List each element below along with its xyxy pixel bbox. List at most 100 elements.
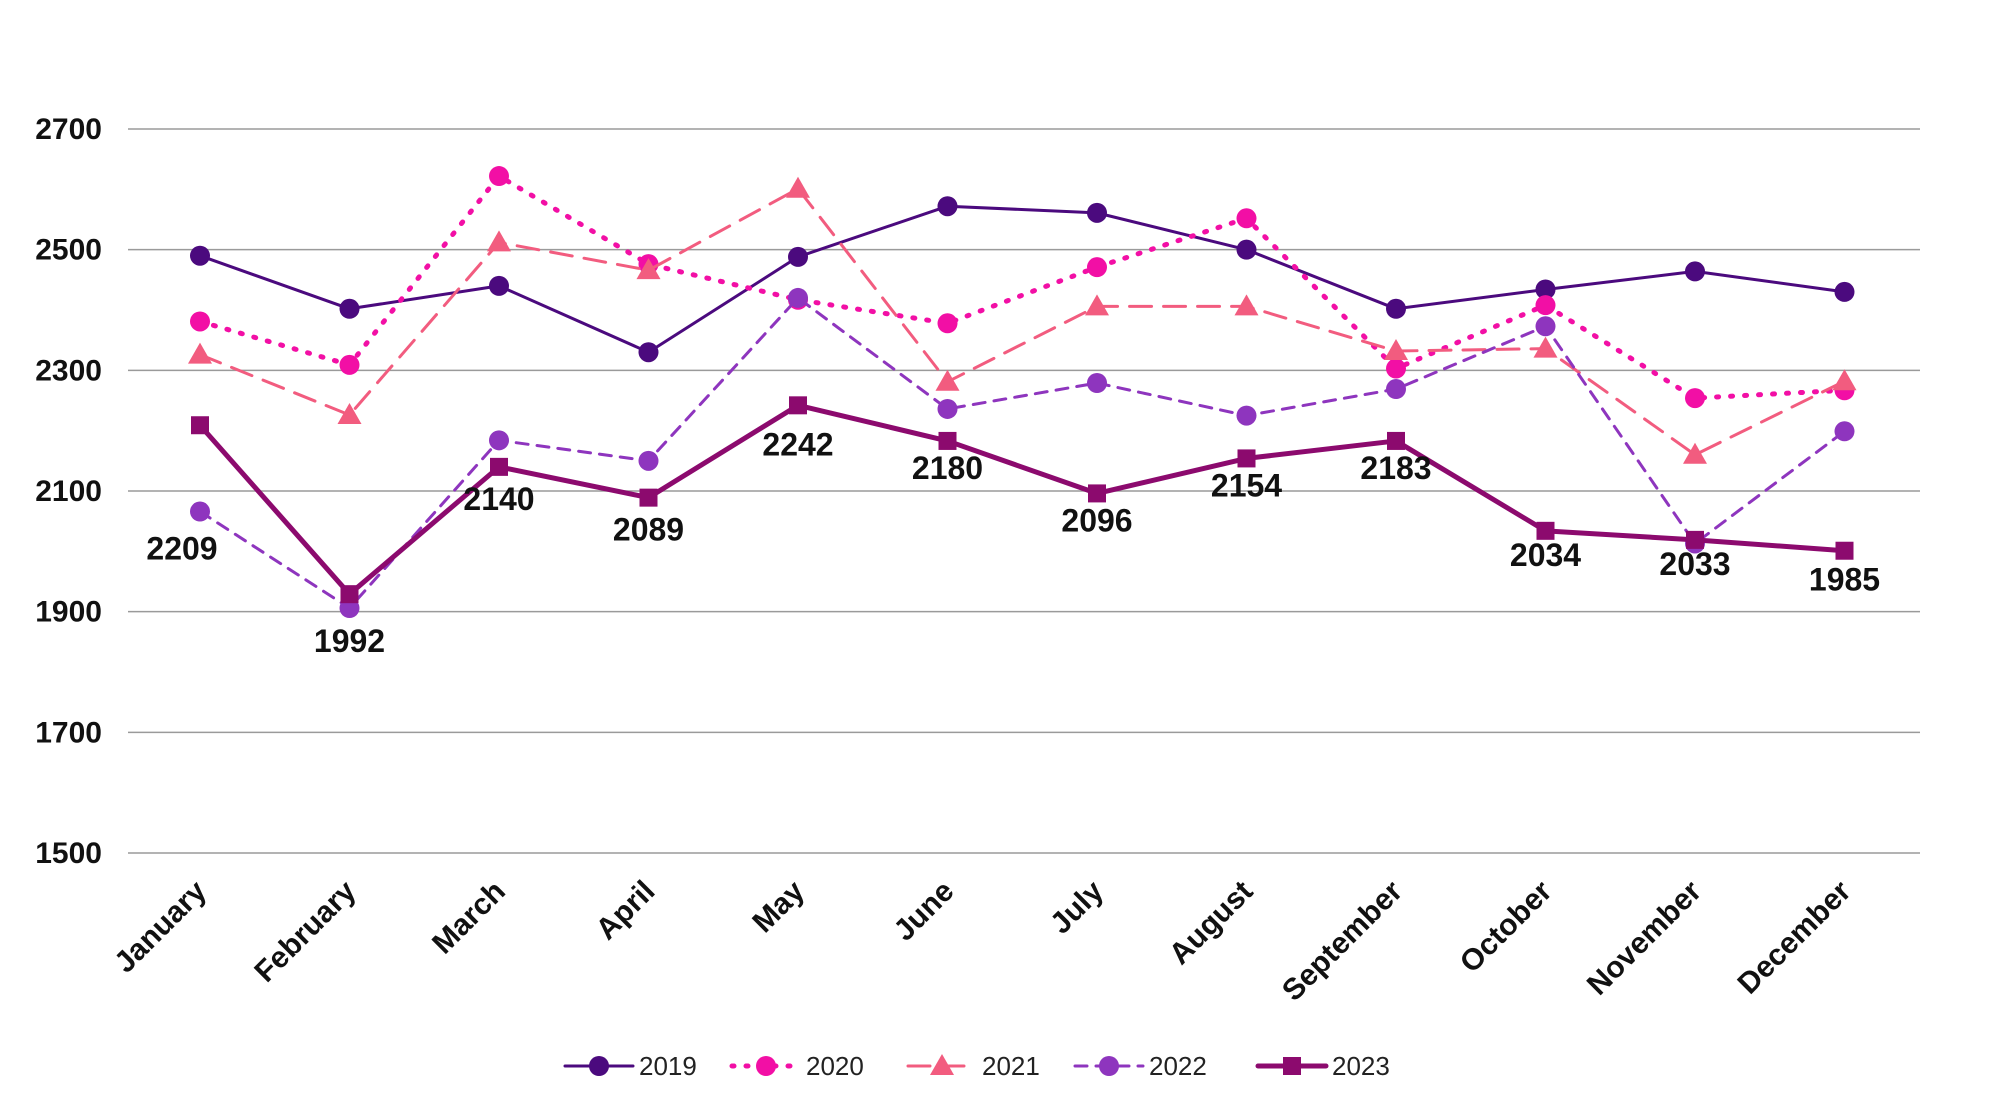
data-label: 1992 (314, 623, 385, 659)
legend-marker (930, 1054, 954, 1075)
x-tick-label: December (1732, 874, 1858, 1000)
data-point-2021 (636, 258, 661, 280)
grid-lines (128, 128, 1920, 854)
legend-marker (756, 1056, 776, 1076)
series-2023 (191, 396, 1854, 604)
legend-marker (1099, 1056, 1119, 1076)
legend-item-2022: 2022 (1073, 1051, 1207, 1081)
y-tick-label: 1500 (35, 837, 102, 870)
series-2021 (188, 176, 1857, 464)
legend-item-2023: 2023 (1255, 1051, 1390, 1081)
data-point-2022 (638, 450, 659, 471)
series-line-2022 (198, 296, 1846, 610)
data-point-2023 (789, 396, 807, 415)
x-tick-label: November (1581, 874, 1708, 1001)
data-point-2019 (788, 246, 808, 267)
data-point-2021 (786, 176, 810, 198)
series-group (188, 166, 1857, 619)
data-point-2020 (1535, 295, 1556, 316)
data-point-2021 (1085, 294, 1109, 316)
data-point-2022 (1535, 316, 1556, 337)
y-tick-label: 2700 (35, 113, 102, 146)
legend-marker (1283, 1057, 1301, 1075)
data-point-2020 (339, 354, 360, 375)
data-point-2020 (937, 313, 958, 334)
data-point-2020 (190, 311, 210, 332)
data-point-2020 (1685, 388, 1705, 409)
data-point-2023 (340, 585, 359, 604)
y-tick-label: 1900 (35, 596, 102, 629)
data-point-2019 (339, 298, 360, 319)
x-tick-label: May (746, 874, 811, 939)
data-point-2019 (1535, 279, 1556, 300)
data-labels: 2209 1992 2140 2089 2242 2180 2096 2154 2183 2034… (146, 426, 1880, 659)
x-tick-label: April (590, 875, 662, 947)
data-label: 1985 (1809, 562, 1880, 598)
data-label: 2140 (463, 481, 534, 517)
legend-label: 2020 (806, 1051, 864, 1081)
legend-label: 2021 (982, 1051, 1040, 1081)
data-point-2019 (1685, 261, 1705, 282)
y-tick-label: 2100 (35, 475, 102, 508)
data-point-2022 (788, 287, 808, 308)
y-tick-label: 2300 (35, 354, 102, 387)
data-point-2023 (1387, 431, 1405, 450)
data-point-2022 (937, 398, 958, 419)
data-point-2021 (188, 342, 212, 364)
data-point-2023 (1536, 521, 1555, 540)
x-tick-label: January (108, 874, 213, 979)
data-point-2023 (1686, 530, 1704, 549)
legend-marker (589, 1056, 609, 1076)
data-point-2022 (1087, 373, 1107, 394)
y-axis-tick-labels: 1500 1700 1900 2100 2300 2500 2700 (35, 113, 102, 870)
legend-label: 2023 (1332, 1051, 1390, 1081)
series-2019 (190, 196, 1855, 363)
data-label: 2183 (1360, 450, 1431, 486)
data-point-2022 (1386, 379, 1406, 400)
data-label: 2180 (912, 450, 983, 486)
data-point-2022 (489, 430, 509, 451)
y-tick-label: 1700 (35, 716, 102, 749)
data-point-2023 (938, 431, 957, 450)
data-point-2021 (1234, 294, 1259, 316)
data-point-2019 (1236, 239, 1257, 260)
data-point-2019 (1386, 298, 1406, 319)
data-label: 2033 (1659, 546, 1730, 582)
data-point-2021 (337, 402, 362, 424)
data-point-2020 (1236, 208, 1257, 229)
data-point-2021 (1832, 369, 1857, 391)
data-point-2023 (1237, 449, 1256, 468)
data-point-2023 (490, 457, 508, 476)
legend: 2019 2020 2021 2022 2023 (563, 1051, 1390, 1081)
series-line-2019 (198, 204, 1846, 354)
data-label: 2154 (1211, 467, 1282, 503)
data-point-2019 (638, 342, 659, 363)
data-point-2021 (1683, 442, 1707, 464)
x-tick-label: October (1454, 874, 1559, 979)
data-point-2021 (1384, 339, 1408, 361)
data-point-2020 (489, 166, 509, 187)
series-2022 (190, 287, 1855, 619)
legend-label: 2022 (1149, 1051, 1207, 1081)
data-point-2021 (935, 369, 960, 391)
data-point-2021 (487, 230, 511, 252)
data-point-2020 (1087, 257, 1107, 278)
data-point-2023 (191, 416, 209, 435)
series-line-2023 (197, 402, 1847, 597)
x-tick-label: July (1044, 874, 1110, 940)
data-point-2019 (489, 275, 509, 296)
x-tick-label: February (248, 874, 362, 988)
legend-label: 2019 (639, 1051, 697, 1081)
series-line-2021 (198, 187, 1846, 457)
x-tick-label: September (1276, 874, 1409, 1007)
data-point-2023 (1088, 484, 1106, 503)
legend-item-2020: 2020 (729, 1051, 864, 1081)
data-point-2019 (190, 245, 210, 266)
data-point-2022 (1236, 405, 1257, 426)
x-axis-tick-labels: January February March April May June July Augu… (108, 874, 1857, 1007)
x-tick-label: March (426, 875, 512, 961)
data-label: 2089 (613, 512, 684, 548)
data-label: 2096 (1061, 502, 1132, 538)
data-point-2019 (1834, 281, 1855, 302)
